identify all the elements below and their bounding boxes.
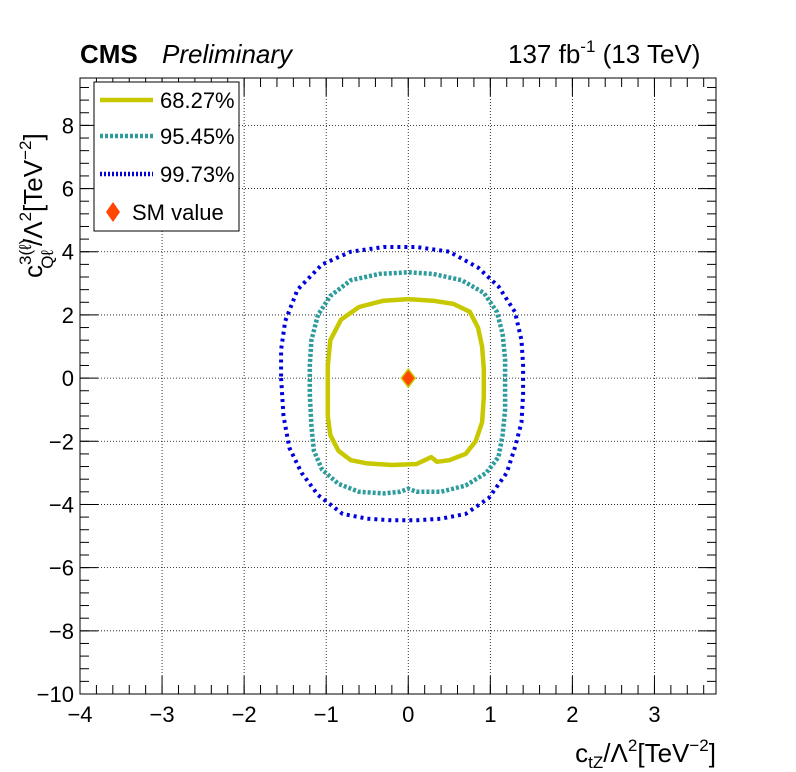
y-tick-label: −10 — [37, 682, 74, 707]
plot-frame — [79, 77, 717, 695]
y-tick-label: −8 — [49, 619, 74, 644]
y-tick-label: −2 — [49, 429, 74, 454]
x-tick-label: 1 — [484, 702, 496, 727]
x-tick-label: −1 — [314, 702, 339, 727]
x-tick-label: −3 — [150, 702, 175, 727]
energy-label: (13 TeV) — [595, 39, 700, 69]
x-axis-title: ctZ/Λ2[TeV−2] — [575, 736, 716, 772]
contours — [279, 245, 526, 523]
y-tick-label: 4 — [62, 240, 74, 265]
y-tick-label: 0 — [62, 366, 74, 391]
grid — [80, 78, 716, 694]
legend-swatch-sm — [106, 202, 120, 222]
status-label: Preliminary — [162, 39, 294, 69]
legend-box — [93, 81, 240, 232]
y-tick-label: −6 — [49, 556, 74, 581]
legend-label-99: 99.73% — [160, 162, 235, 187]
lumi-label: 137 fb-1 (13 TeV) — [508, 37, 700, 69]
markers — [400, 367, 417, 389]
x-tick-label: −2 — [232, 702, 257, 727]
y-tick-labels: −10 −8 −6 −4 −2 0 2 4 6 8 — [37, 113, 74, 707]
legend: 68.27% 95.45% 99.73% SM value — [93, 81, 240, 232]
legend-label-68: 68.27% — [160, 88, 235, 113]
contour-2 — [279, 245, 526, 523]
x-tick-label: −4 — [67, 702, 92, 727]
svg-text:c3(ℓ)Qℓ/Λ2[TeV−2]: c3(ℓ) Qℓ/Λ2[TeV−2] — [16, 133, 57, 278]
y-tick-label: 6 — [62, 177, 74, 202]
x-tick-label: 0 — [402, 702, 414, 727]
lumi-exponent: -1 — [580, 37, 595, 56]
y-tick-label: −4 — [49, 492, 74, 517]
contour-0 — [325, 296, 487, 468]
x-tick-labels: −4 −3 −2 −1 0 1 2 3 — [67, 702, 660, 727]
sm-marker — [400, 367, 417, 389]
y-tick-label: 2 — [62, 303, 74, 328]
legend-label-sm: SM value — [132, 200, 224, 225]
x-tick-label: 2 — [566, 702, 578, 727]
contour-1 — [307, 270, 508, 496]
legend-label-95: 95.45% — [160, 124, 235, 149]
x-tick-label: 3 — [648, 702, 660, 727]
experiment-label: CMS — [80, 39, 138, 69]
y-axis-title: c3(ℓ) Qℓ/Λ2[TeV−2] — [16, 133, 57, 278]
lumi-value: 137 fb — [508, 39, 580, 69]
axis-ticks — [79, 78, 716, 695]
y-tick-label: 8 — [62, 113, 74, 138]
